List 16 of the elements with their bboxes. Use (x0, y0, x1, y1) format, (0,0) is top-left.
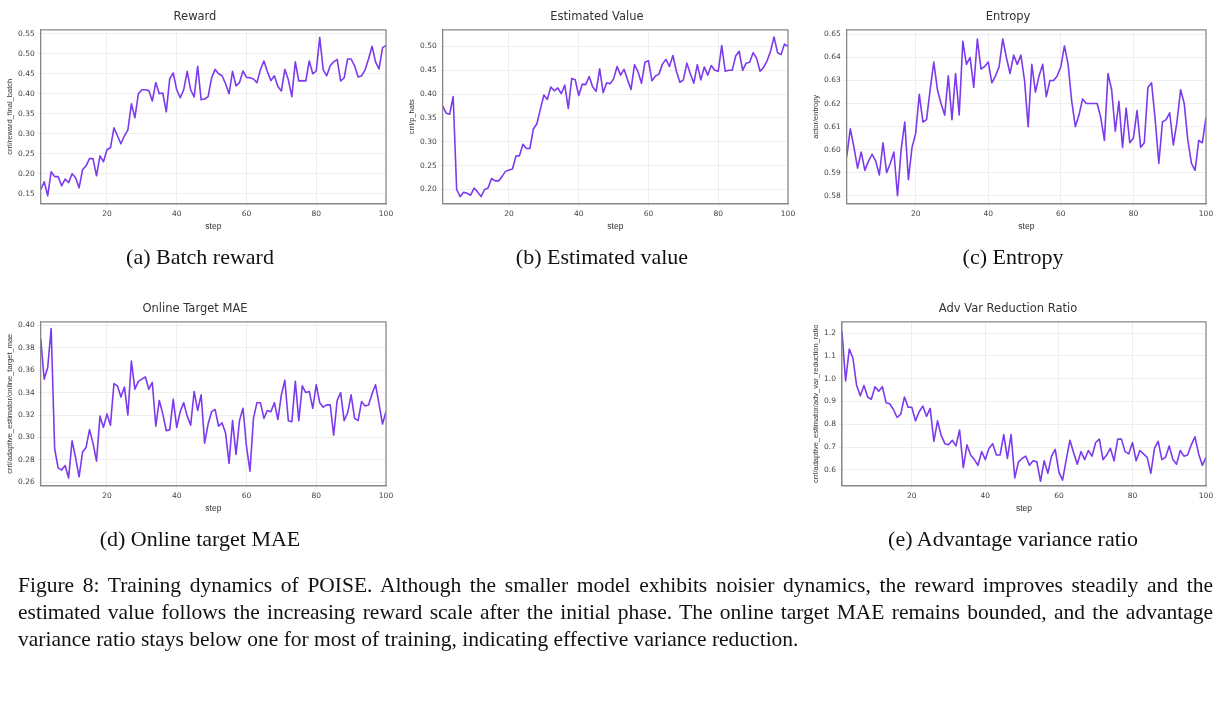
text: (e) Advantage variance ratio (887, 526, 1139, 552)
chart-title: Online Target MAE (142, 300, 248, 315)
text: (a) Batch reward (125, 244, 275, 270)
chart-title: Entropy (985, 8, 1031, 23)
chart-title: Adv Var Reduction Ratio (938, 300, 1078, 315)
x-axis-title: step (607, 221, 624, 232)
chart-title: Reward (173, 8, 217, 23)
x-axis-title: step (1018, 221, 1035, 232)
x-axis-title: step (205, 221, 222, 232)
caption: Figure 8: Training dynamics of POISE. Although the smaller model exhibits noisier dynamics, the reward improves steadily and the estimated value follows the increasing reward scale after the initial phase. The online target MAE remains bounded, and the advantage variance ratio stays below one for most of training, indicating effective variance reduction. (18, 572, 1213, 653)
x-axis-title: step (205, 503, 222, 514)
chart-title: Estimated Value (550, 8, 644, 23)
text: (d) Online target MAE (98, 526, 302, 552)
text: (c) Entropy (961, 244, 1065, 270)
x-axis-title: step (1015, 503, 1033, 514)
text: (b) Estimated value (514, 244, 690, 270)
